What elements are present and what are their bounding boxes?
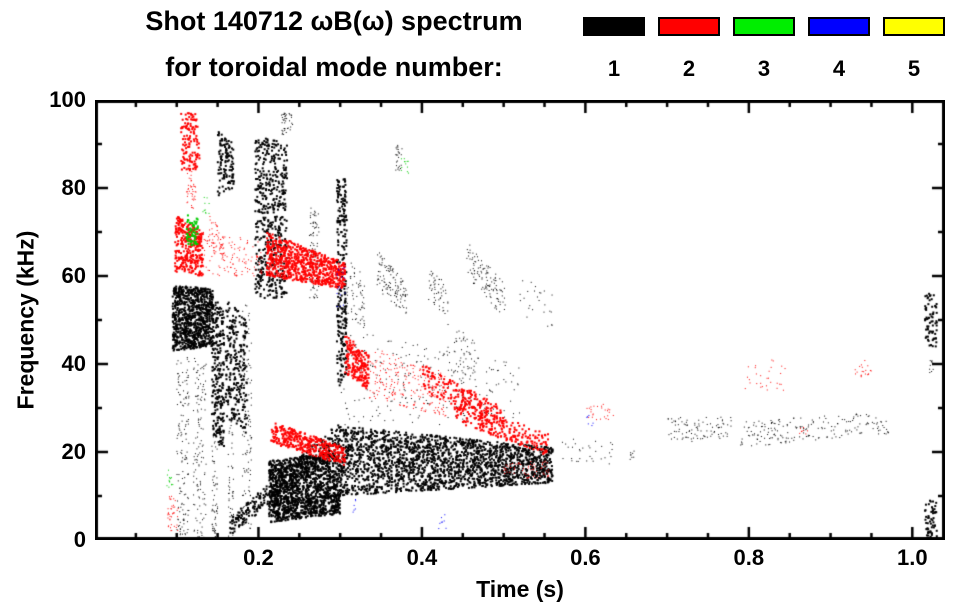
plot-area [95, 100, 945, 540]
y-tick-label: 40 [61, 351, 86, 376]
legend-label-2: 2 [682, 56, 696, 81]
x-tick-label: 0.6 [570, 545, 601, 570]
y-tick-label: 20 [61, 439, 86, 464]
x-tick-label: 1.0 [897, 545, 928, 570]
y-tick-label: 0 [73, 527, 86, 552]
legend-label-5: 5 [907, 56, 921, 81]
y-tick-label: 80 [61, 175, 86, 200]
y-axis-title: Frequency (kHz) [12, 230, 39, 410]
x-tick-label: 0.4 [406, 545, 438, 570]
legend-swatch-3 [733, 17, 795, 36]
legend-label-4: 4 [832, 56, 846, 81]
legend-swatch-1 [583, 17, 645, 36]
legend-swatch-2 [658, 17, 720, 36]
chart-subtitle: for toroidal mode number: [165, 52, 503, 82]
x-tick-label: 0.8 [733, 545, 765, 570]
chart-title: Shot 140712 ωB(ω) spectrum [145, 6, 523, 36]
y-tick-label: 100 [49, 87, 86, 112]
legend-swatch-4 [808, 17, 870, 36]
y-tick-label: 60 [61, 263, 86, 288]
x-axis-title: Time (s) [476, 576, 564, 602]
legend-swatch-5 [883, 17, 945, 36]
spectrum-canvas [95, 100, 945, 540]
legend-label-3: 3 [757, 56, 771, 81]
x-tick-label: 0.2 [243, 545, 274, 570]
legend-label-1: 1 [607, 56, 621, 81]
